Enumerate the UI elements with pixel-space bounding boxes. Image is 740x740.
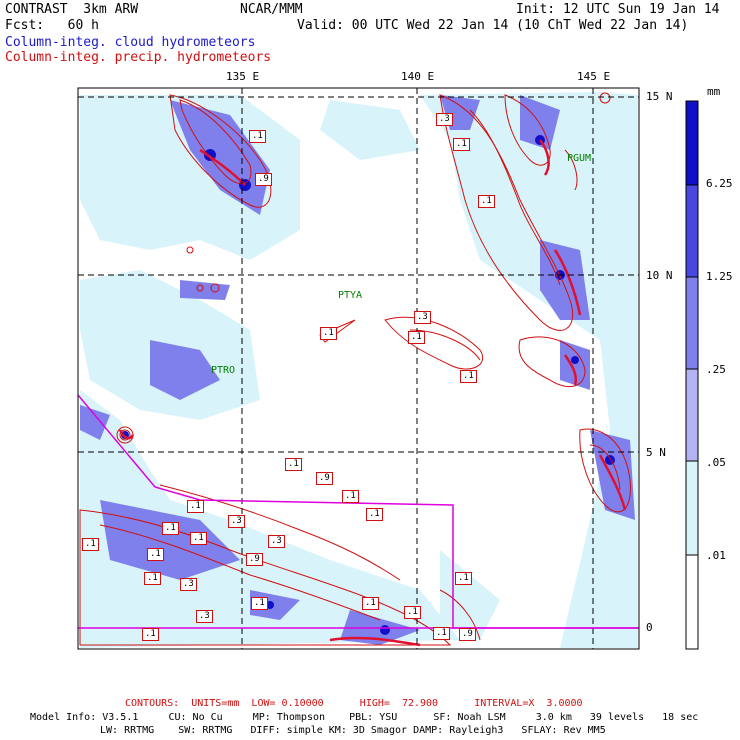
lon-label-140: 140 E [401, 70, 435, 83]
contour-label: .1 [162, 522, 179, 535]
contour-label: .1 [249, 130, 266, 143]
colorbar-label-2: 1.25 [706, 270, 733, 283]
lon-label-135: 135 E [226, 70, 260, 83]
contour-label: .3 [228, 515, 245, 528]
forecast-hour: Fcst: 60 h [5, 18, 99, 33]
contour-label: .1 [362, 597, 379, 610]
contour-label: .1 [82, 538, 99, 551]
contour-label: .1 [342, 490, 359, 503]
center-label: NCAR/MMM [240, 2, 303, 17]
colorbar [685, 100, 699, 650]
station-ptro: PTRO [211, 365, 236, 376]
contour-label: .1 [285, 458, 302, 471]
contour-label: .9 [255, 173, 272, 186]
lat-label-15n: 15 N [646, 90, 673, 103]
contour-label: .9 [316, 472, 333, 485]
contour-label: .3 [196, 610, 213, 623]
region-boundary [77, 394, 639, 629]
model-info-line2: LW: RRTMG SW: RRTMG DIFF: simple KM: 3D … [100, 725, 606, 736]
contour-label: .1 [147, 548, 164, 561]
contour-label: .9 [246, 553, 263, 566]
contour-label: .1 [433, 627, 450, 640]
contour-label: .1 [190, 532, 207, 545]
contour-label: .1 [142, 628, 159, 641]
cloud-shading [80, 92, 638, 648]
colorbar-label-5: .01 [706, 549, 726, 562]
contour-label: .1 [460, 370, 477, 383]
colorbar-label-4: .05 [706, 456, 726, 469]
contour-label: .1 [404, 606, 421, 619]
latlon-grid [78, 88, 639, 649]
station-pgum: PGUM [567, 153, 592, 164]
station-ptya: PTYA [338, 290, 363, 301]
model-title: CONTRAST 3km ARW [5, 2, 139, 17]
contour-label: .3 [436, 113, 453, 126]
contour-label: .1 [478, 195, 495, 208]
contour-label: .1 [455, 572, 472, 585]
contour-label: .3 [414, 311, 431, 324]
field-cloud-label: Column-integ. cloud hydrometeors [5, 35, 256, 50]
lon-label-145: 145 E [577, 70, 611, 83]
lat-label-5n: 5 N [646, 446, 666, 459]
colorbar-label-3: .25 [706, 363, 726, 376]
contour-label: .3 [180, 578, 197, 591]
contours-info: CONTOURS: UNITS=mm LOW= 0.10000 HIGH= 72… [125, 698, 583, 709]
colorbar-label-1: 6.25 [706, 177, 733, 190]
lat-label-10n: 10 N [646, 269, 673, 282]
contour-label: .1 [408, 331, 425, 344]
init-time: Init: 12 UTC Sun 19 Jan 14 [516, 2, 720, 17]
contour-label: .1 [144, 572, 161, 585]
colorbar-unit: mm [707, 85, 721, 98]
model-info-line1: Model Info: V3.5.1 CU: No Cu MP: Thompso… [30, 712, 699, 723]
contour-label: .1 [453, 138, 470, 151]
lat-label-0: 0 [646, 621, 653, 634]
field-precip-label: Column-integ. precip. hydrometeors [5, 50, 272, 65]
contour-label: .9 [459, 628, 476, 641]
contour-label: .1 [320, 327, 337, 340]
contour-label: .1 [187, 500, 204, 513]
valid-time: Valid: 00 UTC Wed 22 Jan 14 (10 ChT Wed … [297, 18, 689, 33]
precip-cores [118, 139, 627, 647]
contour-label: .1 [366, 508, 383, 521]
map-border [77, 87, 640, 650]
contour-label: .3 [268, 535, 285, 548]
contour-label: .1 [251, 597, 268, 610]
